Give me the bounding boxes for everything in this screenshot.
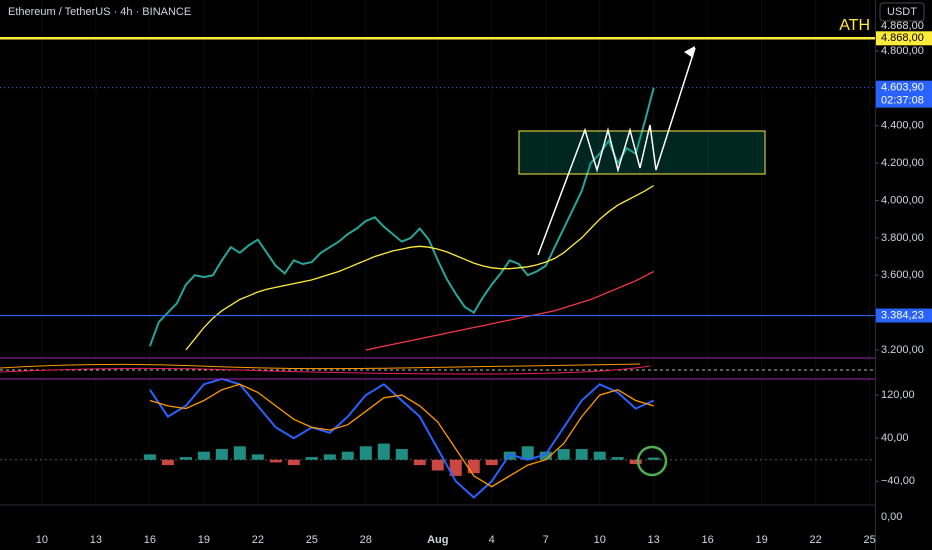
- arrow-head: [684, 46, 695, 58]
- histogram-bar: [377, 443, 390, 460]
- histogram-bar: [323, 454, 336, 460]
- zigzag-arrow: [537, 47, 696, 256]
- x-tick-label: 4: [489, 534, 495, 546]
- chart-title: Ethereum / TetherUS · 4h · BINANCE: [8, 6, 191, 18]
- price-label: 4.603,90: [881, 82, 924, 94]
- series-line: [185, 184, 655, 351]
- plot-layer: [0, 0, 875, 505]
- bottom-axis-label: 0,00: [881, 511, 902, 523]
- histogram-bar: [449, 459, 462, 476]
- histogram-bar: [215, 448, 228, 460]
- histogram-bar: [557, 448, 570, 460]
- price-label: 4.868,00: [881, 32, 924, 44]
- x-tick-label: Aug: [427, 534, 448, 546]
- histogram-bar: [575, 448, 588, 460]
- x-tick-label: 10: [594, 534, 606, 546]
- countdown-label: 02:37:08: [881, 95, 924, 107]
- histogram-bar: [251, 454, 264, 460]
- highlight-circle: [636, 445, 668, 477]
- x-tick-label: 28: [360, 534, 372, 546]
- y-tick-label: 120,00: [881, 389, 915, 401]
- y-tick-label: 3.200,00: [881, 344, 924, 356]
- x-tick-label: 16: [702, 534, 714, 546]
- x-tick-label: 25: [863, 534, 875, 546]
- y-tick-label: 4.000,00: [881, 194, 924, 206]
- price-label-bg: [876, 308, 932, 323]
- histogram-bar: [143, 454, 156, 460]
- histogram-bar: [521, 446, 534, 460]
- series-line: [149, 383, 654, 488]
- ath-annotation: ATH: [839, 17, 870, 34]
- histogram-bar: [287, 459, 300, 466]
- x-tick-label: 10: [36, 534, 48, 546]
- price-label-bg: [876, 80, 932, 108]
- x-tick-label: 13: [90, 534, 102, 546]
- x-tick-label: 22: [252, 534, 264, 546]
- price-label-bg: [876, 31, 932, 46]
- oscillator-line: [0, 363, 641, 370]
- histogram-bar: [593, 451, 606, 460]
- histogram-bar: [179, 457, 192, 460]
- histogram-bar: [359, 446, 372, 460]
- oscillator-line: [0, 365, 651, 375]
- x-tick-label: 22: [809, 534, 821, 546]
- histogram-bar: [485, 459, 498, 466]
- y-tick-label: 3.600,00: [881, 269, 924, 281]
- y-tick-label: 4.800,00: [881, 45, 924, 57]
- series-line: [365, 270, 655, 351]
- currency-button[interactable]: [879, 2, 925, 22]
- histogram-bar: [233, 446, 246, 460]
- histogram-bar: [161, 459, 174, 466]
- histogram-bar: [305, 457, 318, 460]
- histogram-bar: [269, 459, 282, 463]
- histogram-bar: [467, 459, 480, 474]
- x-tick-label: 19: [198, 534, 210, 546]
- x-tick-label: 7: [543, 534, 549, 546]
- histogram-bar: [611, 457, 624, 460]
- histogram-bar: [395, 448, 408, 460]
- histogram-bar: [647, 457, 660, 460]
- x-tick-label: 16: [144, 534, 156, 546]
- histogram-bar: [413, 459, 426, 466]
- price-label: 4.868,00: [881, 20, 924, 32]
- histogram-bar: [431, 459, 444, 471]
- y-tick-label: 4.400,00: [881, 120, 924, 132]
- y-tick-label: 4.200,00: [881, 157, 924, 169]
- y-tick-label: 3.800,00: [881, 232, 924, 244]
- currency-label[interactable]: USDT: [887, 6, 917, 18]
- series-line: [148, 87, 655, 347]
- histogram-bar: [629, 459, 642, 465]
- y-tick-label: −40,00: [881, 475, 915, 487]
- x-tick-label: 19: [756, 534, 768, 546]
- y-tick-label: 40,00: [881, 432, 909, 444]
- range-box: [518, 130, 766, 175]
- histogram-bar: [197, 451, 210, 460]
- x-tick-label: 25: [306, 534, 318, 546]
- price-label: 3.384,23: [881, 309, 924, 321]
- histogram-bar: [539, 451, 552, 460]
- histogram-bar: [341, 451, 354, 460]
- series-line: [149, 377, 655, 499]
- x-tick-label: 13: [648, 534, 660, 546]
